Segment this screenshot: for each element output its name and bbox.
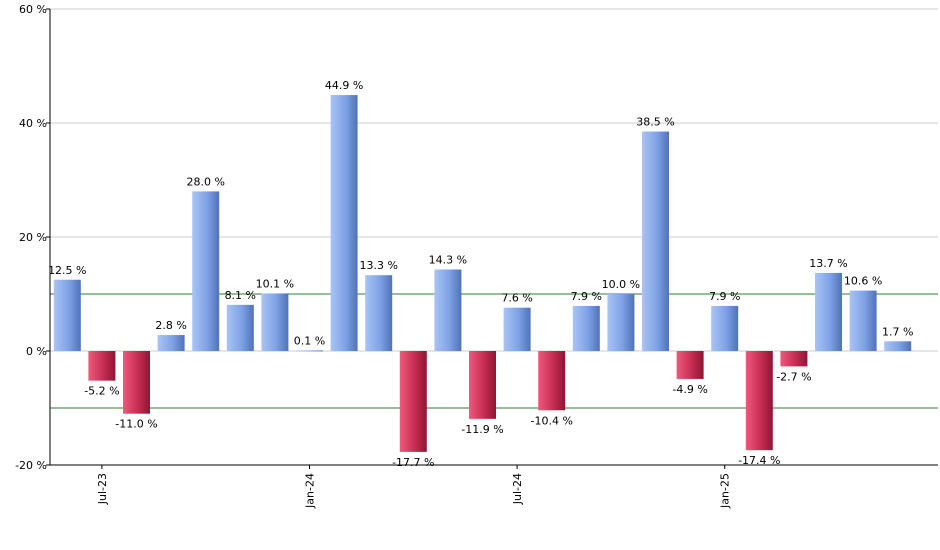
y-tick-label: 60 % <box>19 3 47 16</box>
data-label: -11.0 % <box>115 418 157 431</box>
data-label: 7.9 % <box>571 290 602 303</box>
bar-negative <box>88 351 116 381</box>
bar-positive <box>192 191 220 351</box>
bar-negative <box>780 351 808 367</box>
data-label: 28.0 % <box>186 175 224 188</box>
bar-positive <box>365 275 393 351</box>
bars <box>53 95 912 452</box>
bar-positive <box>53 279 81 351</box>
data-label: 10.6 % <box>844 275 882 288</box>
x-tick-label: Jul-24 <box>511 473 524 505</box>
x-tick-label: Jan-24 <box>304 473 317 509</box>
data-label: 12.5 % <box>48 264 86 277</box>
axes: 60 % 40 % 20 % 0 % -20 % Jul-23 Jan-24 Jul-24 Ja… <box>15 3 938 509</box>
bar-positive <box>296 350 323 352</box>
data-label: 44.9 % <box>325 79 363 92</box>
data-label: -17.7 % <box>392 456 434 469</box>
bar-negative <box>399 351 427 452</box>
x-tick-label: Jan-25 <box>719 473 732 509</box>
bar-negative <box>745 351 773 451</box>
bar-negative <box>676 351 704 379</box>
bar-positive <box>849 290 877 351</box>
bar-negative <box>123 351 150 414</box>
y-tick-label: 0 % <box>26 345 47 358</box>
data-label: 38.5 % <box>636 116 674 129</box>
y-tick-label: 20 % <box>19 231 47 244</box>
bar-positive <box>434 269 462 351</box>
bar-positive <box>815 272 842 351</box>
bar-positive <box>157 335 185 351</box>
data-label: 2.8 % <box>155 319 186 332</box>
data-label: -17.4 % <box>738 454 780 467</box>
bar-positive <box>572 305 600 351</box>
data-label: -4.9 % <box>672 383 707 396</box>
data-label: 7.6 % <box>501 292 532 305</box>
bar-positive <box>330 95 358 351</box>
data-label: 7.9 % <box>709 290 740 303</box>
data-label: 1.7 % <box>882 325 913 338</box>
y-tick-label: -20 % <box>15 459 47 472</box>
data-label: -10.4 % <box>530 414 572 427</box>
bar-negative <box>469 351 496 419</box>
data-label: 8.1 % <box>225 289 256 302</box>
data-label: 10.0 % <box>602 278 640 291</box>
bar-positive <box>226 304 254 351</box>
data-label: 13.3 % <box>359 259 397 272</box>
data-labels: 12.5 % -5.2 % -11.0 % 2.8 % 28.0 % 8.1 %10.1 … <box>48 79 913 469</box>
y-tick-label: 40 % <box>19 117 47 130</box>
bar-positive <box>884 341 912 351</box>
x-tick-label: Jul-23 <box>96 473 109 505</box>
data-label: 14.3 % <box>429 253 467 266</box>
data-label: -2.7 % <box>776 370 811 383</box>
data-label: 13.7 % <box>809 257 847 270</box>
bar-positive <box>711 305 739 351</box>
bar-positive <box>607 294 635 351</box>
data-label: 10.1 % <box>256 277 294 290</box>
bar-positive <box>261 293 289 351</box>
bar-positive <box>503 307 531 351</box>
data-label: -11.9 % <box>461 423 503 436</box>
bar-negative <box>538 351 566 411</box>
data-label: -5.2 % <box>84 385 119 398</box>
bar-positive <box>642 131 669 351</box>
data-label: 0.1 % <box>294 334 325 347</box>
